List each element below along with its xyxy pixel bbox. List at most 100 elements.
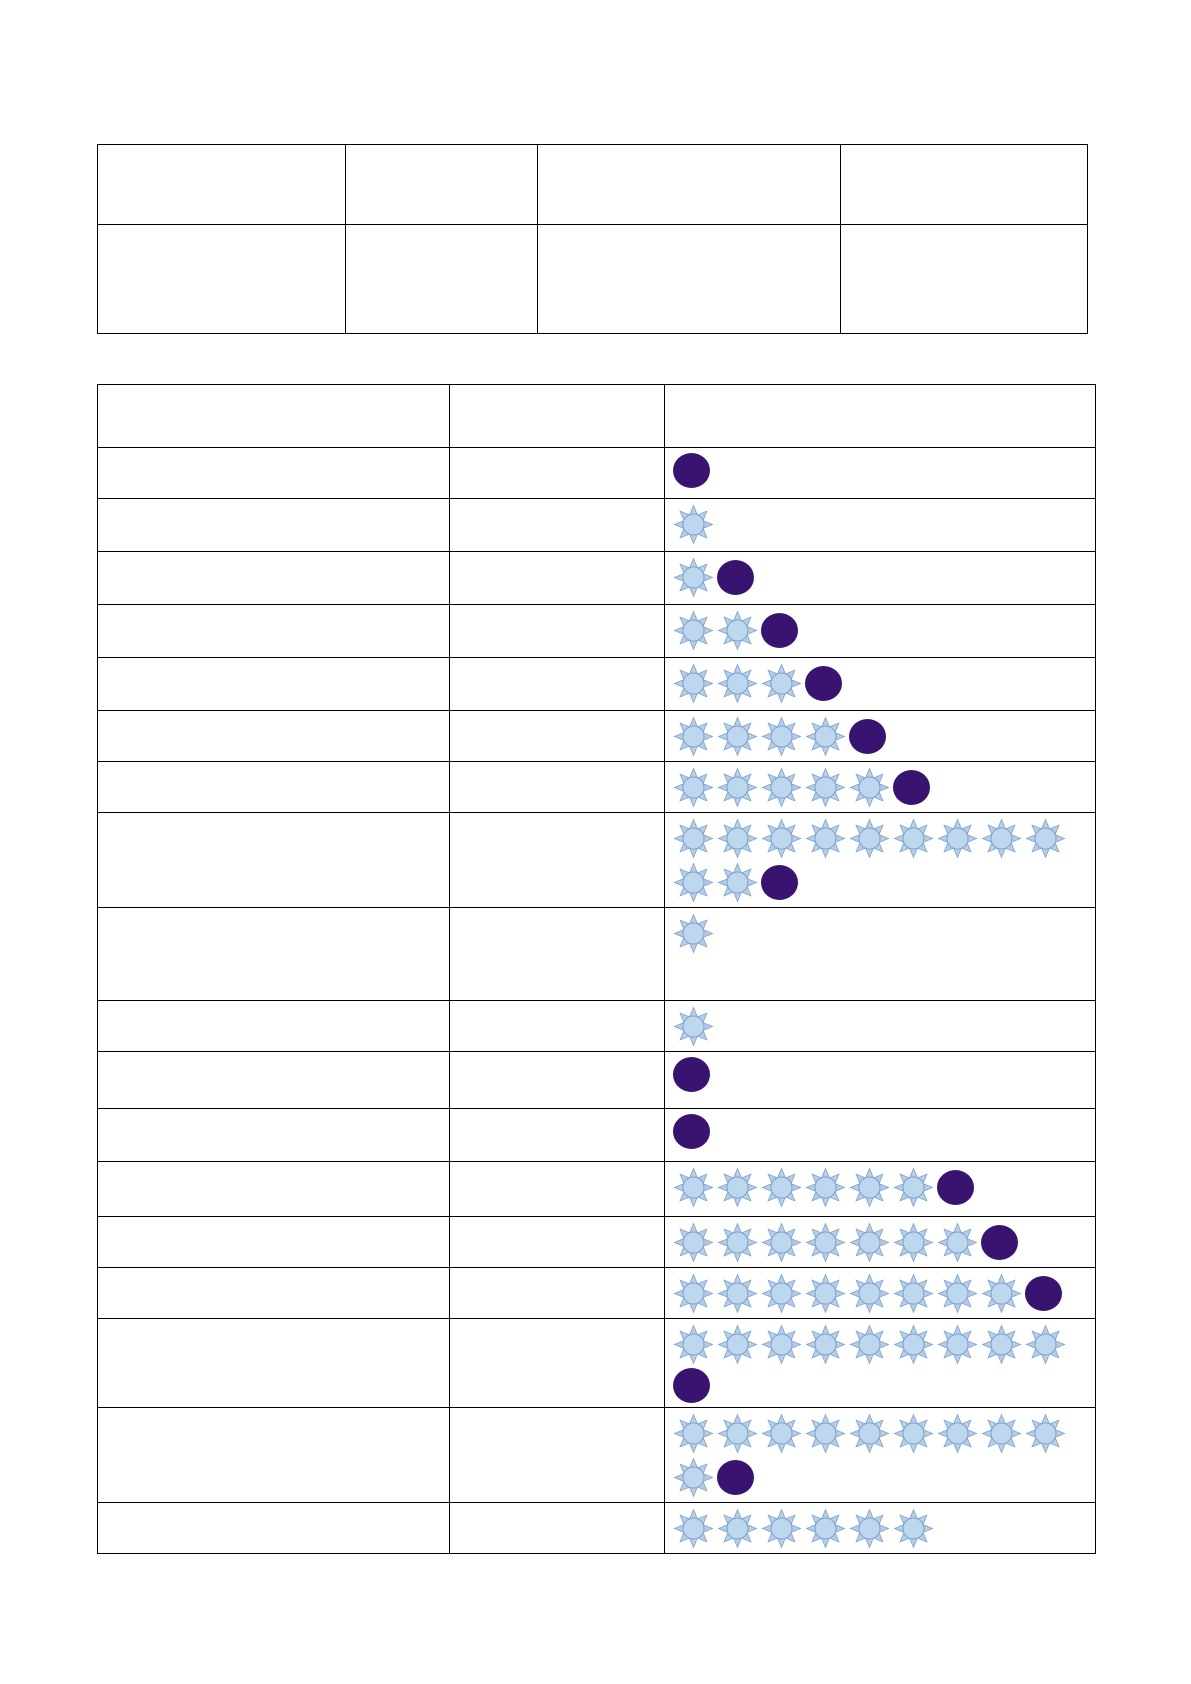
dark-circle-icon xyxy=(805,666,842,701)
sun-icon xyxy=(673,862,714,903)
icons-cell xyxy=(664,710,1096,762)
dark-circle-icon xyxy=(717,1460,754,1495)
label-cell xyxy=(97,447,450,499)
table-row xyxy=(97,1161,1096,1217)
sun-icon xyxy=(1025,1413,1066,1454)
value-cell xyxy=(449,1216,665,1268)
sun-icon xyxy=(849,1324,890,1365)
table-row xyxy=(97,551,1096,605)
sun-icon xyxy=(1025,1324,1066,1365)
sun-icon xyxy=(893,818,934,859)
sun-icon xyxy=(761,818,802,859)
dark-circle-icon xyxy=(893,770,930,805)
sun-icon xyxy=(805,1413,846,1454)
label-cell xyxy=(97,761,450,813)
icons-row xyxy=(665,499,1095,549)
icons-cell xyxy=(664,1318,1096,1408)
icons-cell xyxy=(664,1108,1096,1162)
icons-cell xyxy=(664,812,1096,908)
table-row xyxy=(97,1051,1096,1109)
sun-icon xyxy=(805,1167,846,1208)
value-cell xyxy=(449,604,665,658)
icons-cell xyxy=(664,761,1096,813)
sun-icon xyxy=(761,1413,802,1454)
value-cell xyxy=(449,1318,665,1408)
sun-icon xyxy=(981,1273,1022,1314)
top-table-row xyxy=(97,224,1088,334)
label-cell xyxy=(97,498,450,552)
sun-icon xyxy=(805,1508,846,1549)
icons-cell xyxy=(664,1216,1096,1268)
table-row xyxy=(97,1216,1096,1268)
icons-cell xyxy=(664,1502,1096,1554)
icons-row xyxy=(665,1162,1095,1212)
icons-row xyxy=(665,1109,1095,1153)
sun-icon xyxy=(673,767,714,808)
sun-icon xyxy=(981,1324,1022,1365)
top-table-cell xyxy=(840,144,1088,225)
sun-icon xyxy=(717,1324,758,1365)
label-cell xyxy=(97,1407,450,1503)
label-cell xyxy=(97,1161,450,1217)
table-row xyxy=(97,498,1096,552)
sun-icon xyxy=(761,663,802,704)
dark-circle-icon xyxy=(761,865,798,900)
label-cell xyxy=(97,1216,450,1268)
dark-circle-icon xyxy=(937,1170,974,1205)
label-cell xyxy=(97,907,450,1001)
sun-icon xyxy=(937,1222,978,1263)
sun-icon xyxy=(673,557,714,598)
table-row xyxy=(97,604,1096,658)
dark-circle-icon xyxy=(673,1057,710,1092)
sun-icon xyxy=(849,767,890,808)
icons-row xyxy=(665,552,1095,602)
label-cell xyxy=(97,1051,450,1109)
top-table-cell xyxy=(345,144,538,225)
sun-icon xyxy=(717,716,758,757)
icons-cell xyxy=(664,447,1096,499)
sun-icon xyxy=(849,1413,890,1454)
sun-icon xyxy=(717,1167,758,1208)
sun-icon xyxy=(673,716,714,757)
sun-icon xyxy=(673,913,714,954)
sun-icon xyxy=(673,1413,714,1454)
value-cell xyxy=(449,761,665,813)
sun-icon xyxy=(937,818,978,859)
icon-table-header-cell xyxy=(664,384,1096,448)
icons-cell xyxy=(664,604,1096,658)
sun-icon xyxy=(805,716,846,757)
icons-row xyxy=(665,1052,1095,1096)
icons-row xyxy=(665,762,1095,812)
icons-cell xyxy=(664,657,1096,711)
table-row xyxy=(97,1267,1096,1319)
sun-icon xyxy=(673,663,714,704)
value-cell xyxy=(449,1267,665,1319)
sun-icon xyxy=(761,1324,802,1365)
sun-icon xyxy=(717,663,758,704)
sun-icon xyxy=(893,1508,934,1549)
sun-icon xyxy=(761,1508,802,1549)
sun-icon xyxy=(717,610,758,651)
label-cell xyxy=(97,657,450,711)
dark-circle-icon xyxy=(673,453,710,488)
table-row xyxy=(97,447,1096,499)
sun-icon xyxy=(761,767,802,808)
label-cell xyxy=(97,812,450,908)
value-cell xyxy=(449,1051,665,1109)
sun-icon xyxy=(1025,818,1066,859)
top-table xyxy=(97,144,1088,334)
icon-table-header-cell xyxy=(97,384,450,448)
icons-cell xyxy=(664,907,1096,1001)
sun-icon xyxy=(673,1222,714,1263)
sun-icon xyxy=(673,1508,714,1549)
label-cell xyxy=(97,710,450,762)
sun-icon xyxy=(981,818,1022,859)
sun-icon xyxy=(893,1167,934,1208)
top-table-cell xyxy=(345,224,538,334)
icons-cell xyxy=(664,498,1096,552)
value-cell xyxy=(449,1502,665,1554)
sun-icon xyxy=(717,1508,758,1549)
icons-row xyxy=(665,1217,1095,1267)
sun-icon xyxy=(849,1273,890,1314)
